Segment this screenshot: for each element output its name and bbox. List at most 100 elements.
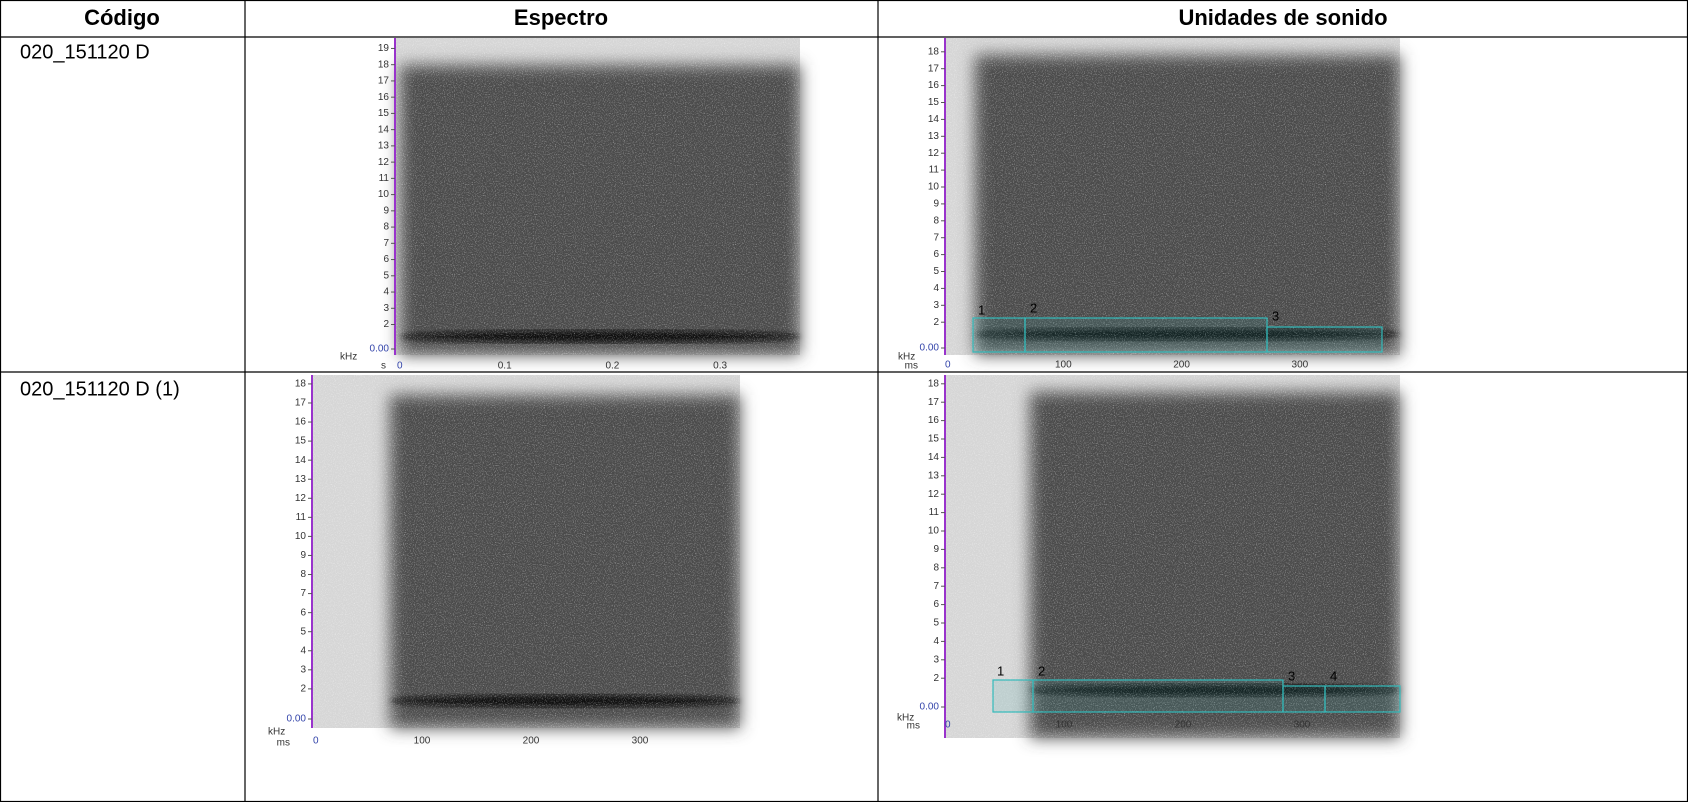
- y-tick-label: 11: [296, 512, 307, 523]
- y-tick-label: 6: [300, 607, 306, 618]
- y-tick-label: 14: [928, 452, 940, 463]
- y-tick-label: 4: [383, 287, 389, 298]
- y-tick-label: 7: [933, 581, 939, 592]
- y-tick-label: 8: [933, 562, 939, 573]
- sound-unit-label: 1: [997, 663, 1004, 678]
- sound-unit-label: 2: [1038, 663, 1045, 678]
- y-tick-label: 18: [295, 379, 307, 390]
- y-tick-label: 10: [928, 526, 940, 537]
- x-tick-label: 0.2: [605, 361, 619, 372]
- y-tick-label: 6: [383, 254, 389, 265]
- sound-unit-label: 4: [1330, 668, 1337, 683]
- sound-unit-box: [1282, 685, 1326, 713]
- y-tick-label: 15: [928, 97, 940, 108]
- sound-unit-box: [992, 679, 1034, 713]
- y-tick-label: 9: [933, 544, 939, 555]
- y-tick-label: 15: [378, 108, 390, 119]
- y-tick-label: 5: [383, 270, 389, 281]
- y-tick-label: 5: [933, 618, 939, 629]
- y-tick-label: 15: [928, 434, 940, 445]
- y-tick-label: 0.00: [920, 702, 940, 713]
- y-tick-label: 2: [933, 673, 939, 684]
- y-tick-label: 7: [383, 238, 389, 249]
- x-unit: s: [381, 361, 386, 372]
- y-tick-label: 11: [929, 165, 940, 176]
- y-tick-label: 18: [378, 59, 390, 70]
- x-tick-label: 200: [1173, 360, 1190, 371]
- sound-unit-box: [1324, 685, 1401, 713]
- sound-unit-box: [1024, 317, 1268, 353]
- x-tick-label: 200: [523, 736, 540, 747]
- sound-unit-label: 2: [1030, 300, 1037, 315]
- y-tick-label: 2: [383, 319, 389, 330]
- header-cell: Código: [84, 5, 160, 30]
- y-tick-label: 4: [933, 636, 939, 647]
- y-tick-label: 14: [928, 114, 940, 125]
- y-tick-label: 8: [933, 215, 939, 226]
- x-tick-label: 0: [945, 720, 951, 731]
- y-tick-label: 18: [928, 378, 940, 389]
- y-tick-label: 7: [933, 232, 939, 243]
- y-tick-label: 16: [928, 415, 940, 426]
- y-tick-label: 3: [383, 303, 389, 314]
- sound-unit-label: 3: [1272, 308, 1279, 323]
- y-tick-label: 10: [295, 531, 307, 542]
- x-tick-label: 100: [414, 736, 431, 747]
- y-tick-label: 0.00: [920, 343, 940, 354]
- y-tick-label: 12: [378, 157, 390, 168]
- y-tick-label: 18: [928, 46, 940, 57]
- x-unit: ms: [907, 721, 920, 732]
- x-tick-label: 300: [1294, 720, 1311, 731]
- y-tick-label: 0.00: [287, 714, 307, 725]
- x-tick-label: 0: [313, 736, 319, 747]
- spectrogram-noise: [395, 38, 800, 355]
- header-cell: Espectro: [514, 5, 608, 30]
- sound-unit-label: 3: [1288, 668, 1295, 683]
- y-tick-label: 17: [928, 63, 940, 74]
- spectrogram-noise: [312, 375, 740, 728]
- sound-unit-box: [1266, 326, 1383, 353]
- y-tick-label: 14: [378, 124, 390, 135]
- x-unit: ms: [277, 738, 290, 749]
- x-tick-label: 100: [1055, 360, 1072, 371]
- y-tick-label: 8: [383, 222, 389, 233]
- y-tick-label: 7: [300, 588, 306, 599]
- y-tick-label: 17: [378, 76, 390, 87]
- y-tick-label: 11: [929, 507, 940, 518]
- y-tick-label: 17: [928, 397, 940, 408]
- y-tick-label: 5: [300, 626, 306, 637]
- y-tick-label: 4: [933, 283, 939, 294]
- y-tick-label: 17: [295, 398, 307, 409]
- sound-unit-label: 1: [978, 302, 985, 317]
- y-tick-label: 11: [379, 173, 390, 184]
- y-tick-label: 10: [378, 189, 390, 200]
- y-tick-label: 8: [300, 569, 306, 580]
- y-tick-label: 4: [300, 645, 306, 656]
- y-tick-label: 15: [295, 436, 307, 447]
- y-tick-label: 12: [295, 493, 307, 504]
- y-tick-label: 12: [928, 148, 940, 159]
- y-tick-label: 10: [928, 182, 940, 193]
- x-tick-label: 200: [1175, 720, 1192, 731]
- y-tick-label: 0.00: [370, 344, 390, 355]
- x-tick-label: 300: [1292, 360, 1309, 371]
- y-tick-label: 5: [933, 266, 939, 277]
- y-tick-label: 3: [300, 664, 306, 675]
- x-unit: ms: [905, 361, 918, 372]
- y-unit: kHz: [898, 352, 915, 363]
- spectrogram-noise: [945, 375, 1400, 738]
- y-tick-label: 2: [933, 317, 939, 328]
- y-tick-label: 14: [295, 455, 307, 466]
- x-tick-label: 0: [397, 361, 403, 372]
- spectrogram-noise: [945, 38, 1400, 355]
- y-tick-label: 3: [933, 654, 939, 665]
- y-tick-label: 13: [378, 141, 390, 152]
- x-tick-label: 0: [945, 360, 951, 371]
- code-cell: 020_151120 D (1): [20, 378, 180, 400]
- y-tick-label: 6: [933, 599, 939, 610]
- x-tick-label: 0.1: [498, 361, 512, 372]
- y-tick-label: 2: [300, 684, 306, 695]
- y-tick-label: 9: [933, 199, 939, 210]
- y-tick-label: 12: [928, 489, 940, 500]
